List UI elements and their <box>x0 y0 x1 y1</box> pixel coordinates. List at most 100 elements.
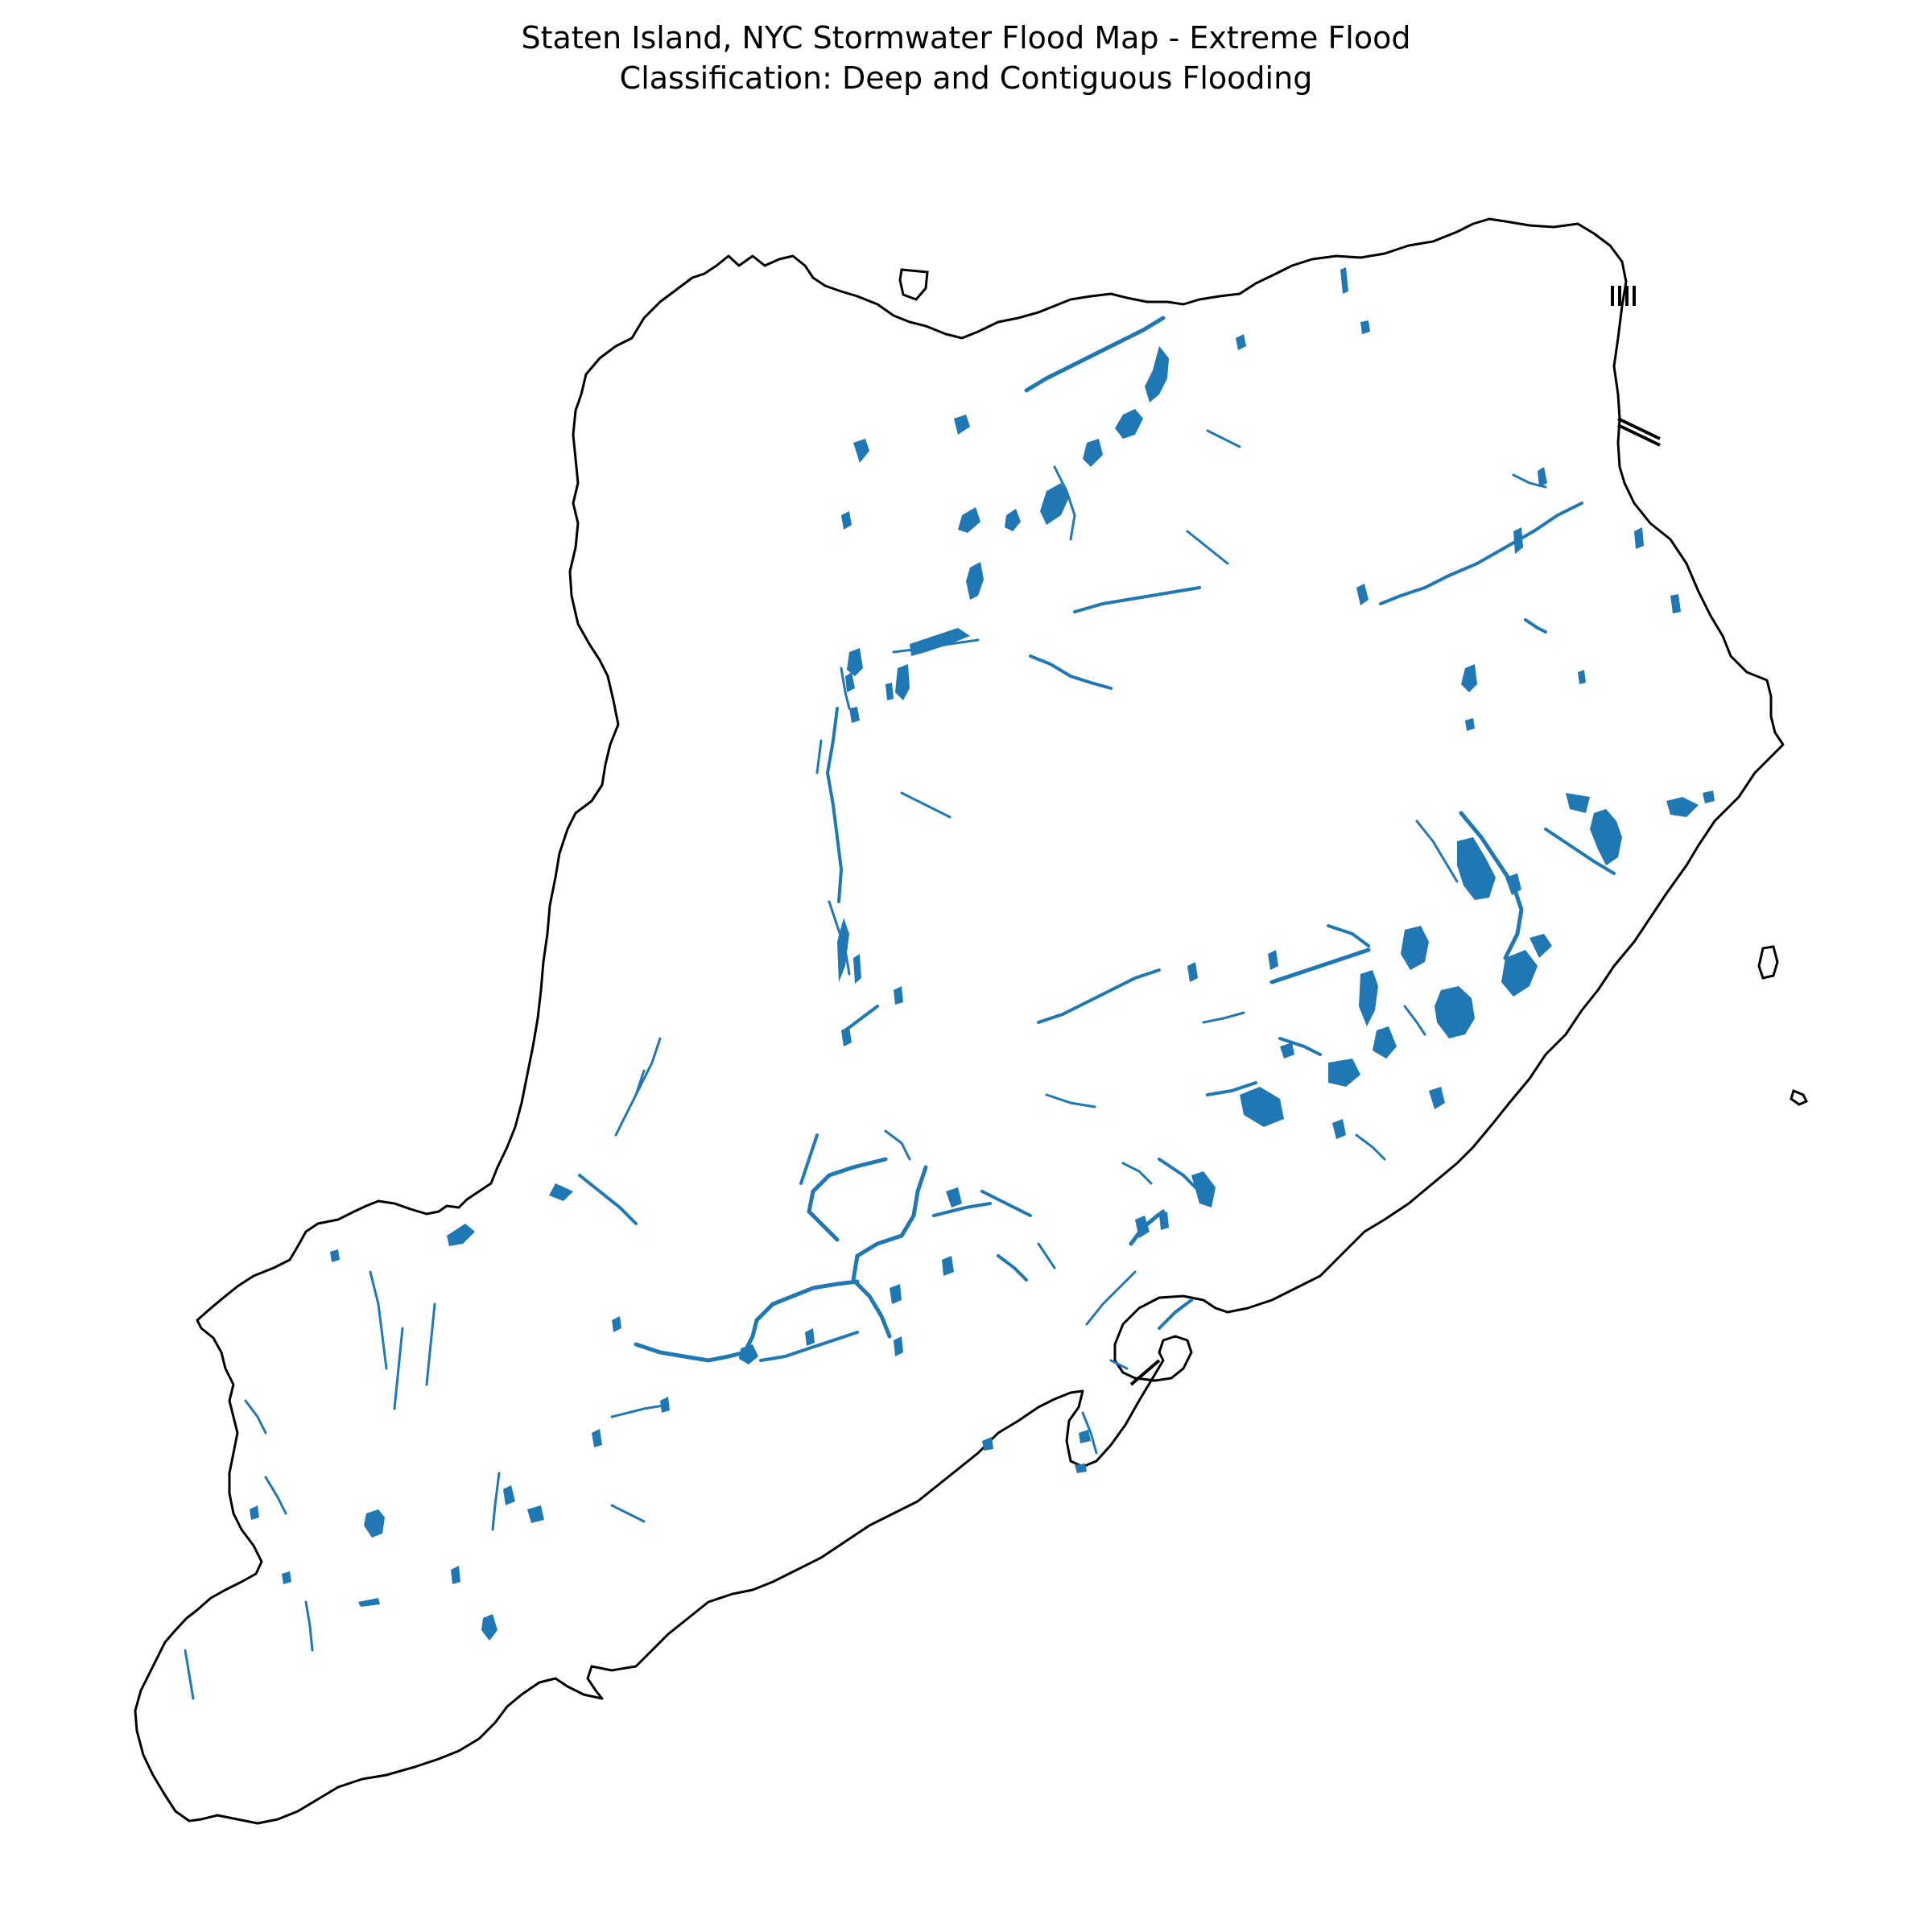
flood-streak <box>807 1157 888 1242</box>
flood-area <box>841 1026 852 1046</box>
flood-streak <box>1206 429 1241 448</box>
flood-streak <box>815 739 823 774</box>
flood-area <box>1332 1119 1346 1139</box>
flood-area <box>1083 439 1103 467</box>
flood-streak <box>1186 530 1229 565</box>
flood-streak <box>1073 586 1201 613</box>
flood-area <box>1457 837 1496 900</box>
flood-area <box>1359 970 1378 1026</box>
flood-area <box>503 1485 515 1505</box>
flood-streaks <box>184 316 1616 1700</box>
piers <box>1129 286 1661 1386</box>
flood-streak <box>1121 1162 1153 1185</box>
flood-area <box>358 1598 380 1607</box>
flood-streak <box>1037 1242 1056 1269</box>
flood-streak <box>1158 1158 1201 1193</box>
flood-streak <box>1085 1270 1137 1326</box>
flood-streak <box>932 1202 992 1217</box>
flood-streak <box>759 1331 859 1362</box>
north-islet-outline <box>898 268 929 301</box>
flood-streak <box>980 1190 1032 1217</box>
flood-area <box>1187 962 1198 982</box>
map-title-line-2: Classification: Deep and Contiguous Floo… <box>619 60 1313 96</box>
flood-area <box>592 1429 602 1447</box>
flood-streak <box>610 1504 646 1523</box>
flood-streak <box>1524 618 1547 634</box>
flood-streak <box>369 1270 388 1370</box>
flood-streak <box>491 1472 501 1531</box>
flood-area <box>1145 346 1169 402</box>
flood-area <box>1236 334 1246 350</box>
flood-area <box>853 954 861 984</box>
flood-area <box>1666 797 1699 817</box>
flood-area <box>886 683 894 700</box>
flood-area <box>837 918 849 982</box>
flood-area <box>942 1256 954 1276</box>
flood-area <box>1578 670 1586 684</box>
flood-area <box>1328 1059 1360 1087</box>
flood-area <box>845 672 855 692</box>
flood-area <box>1566 793 1590 813</box>
flood-area <box>447 1224 475 1246</box>
flood-streak <box>851 1165 928 1339</box>
flood-area <box>549 1183 573 1201</box>
flood-area <box>1461 664 1477 692</box>
flood-streak <box>892 638 980 654</box>
flood-streak <box>578 1174 638 1225</box>
flood-streak <box>1269 947 1371 985</box>
flood-area <box>330 1249 340 1262</box>
flood-area <box>1435 986 1475 1038</box>
flood-area <box>1429 1087 1445 1109</box>
offshore-island-large <box>1757 945 1779 980</box>
flood-streak <box>1158 1298 1193 1330</box>
flood-streak <box>1403 1005 1426 1036</box>
flood-area <box>1240 1087 1284 1127</box>
island-outline <box>134 217 1785 1825</box>
flood-streak <box>610 1403 670 1418</box>
flood-area <box>853 439 869 463</box>
flood-area <box>1670 594 1681 613</box>
flood-streak <box>1202 1011 1245 1024</box>
flood-area <box>1360 320 1370 334</box>
flood-area <box>1340 267 1348 294</box>
flood-area <box>1538 467 1547 487</box>
flood-area <box>946 1187 962 1208</box>
flood-area <box>849 707 860 723</box>
flood-streak <box>1053 465 1076 541</box>
flood-area <box>1040 483 1069 525</box>
flood-area <box>894 1336 903 1356</box>
flood-area <box>1373 1026 1397 1059</box>
flood-area <box>451 1566 460 1584</box>
flood-streak <box>900 791 952 819</box>
flood-streak <box>884 1129 911 1161</box>
flood-area <box>847 648 863 676</box>
flood-area <box>895 664 910 700</box>
flood-area <box>1268 950 1278 970</box>
flood-streak <box>264 1476 287 1515</box>
flood-streak <box>1544 828 1616 875</box>
flood-streak <box>1415 819 1459 883</box>
flood-streak <box>1459 811 1524 960</box>
flood-streak <box>1029 654 1113 690</box>
flood-streak <box>244 1399 267 1435</box>
flood-area <box>1401 926 1429 970</box>
flood-area <box>1159 1212 1169 1230</box>
flood-area <box>954 415 970 435</box>
flood-area <box>982 1437 993 1451</box>
flood-area <box>1079 1430 1091 1443</box>
flood-area <box>1075 1463 1087 1473</box>
map-title-line-1: Staten Island, NYC Stormwater Flood Map … <box>521 20 1411 56</box>
flood-streak <box>634 1069 646 1096</box>
flood-streak <box>825 707 844 903</box>
flood-area <box>1356 584 1368 605</box>
flood-streak <box>1355 1133 1386 1161</box>
flood-area <box>805 1328 815 1346</box>
flood-area <box>1501 950 1538 997</box>
flood-streak <box>1327 924 1370 947</box>
flood-area <box>1115 409 1143 439</box>
flood-area <box>1590 809 1622 865</box>
flood-streak <box>1045 1093 1096 1108</box>
flood-streak <box>304 1600 314 1652</box>
flood-area <box>894 986 903 1005</box>
